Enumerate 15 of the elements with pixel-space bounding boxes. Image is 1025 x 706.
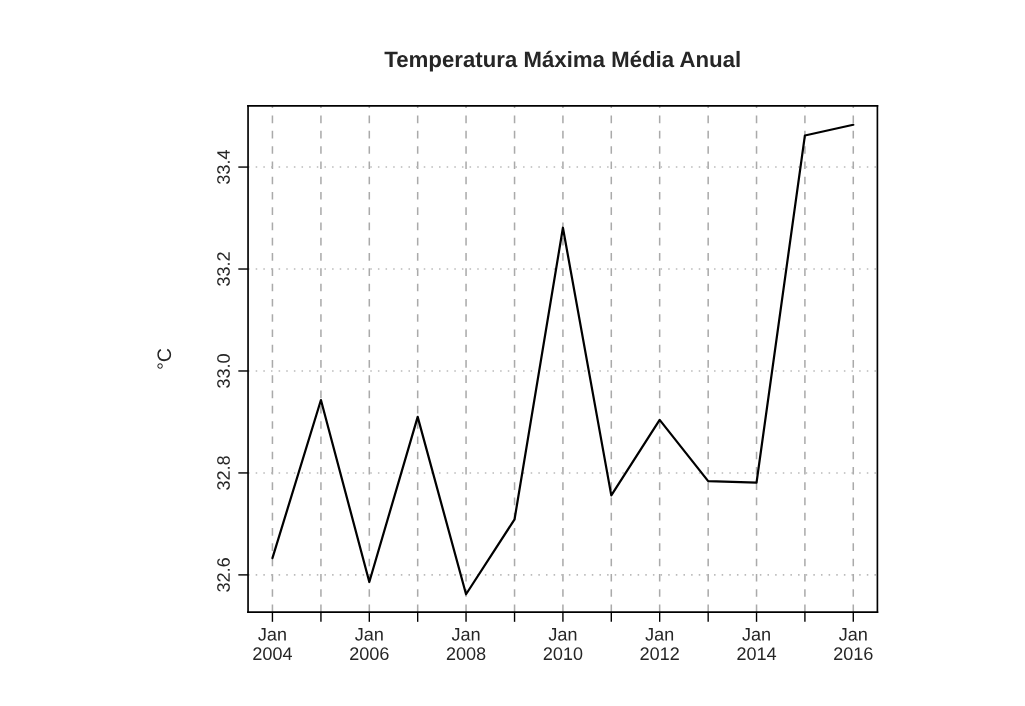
y-tick-label: 32.6 xyxy=(217,558,230,592)
x-tick-label: Jan 2008 xyxy=(446,628,486,661)
x-tick-label: Jan 2016 xyxy=(834,628,873,661)
y-tick-label: 33.4 xyxy=(217,150,230,184)
y-axis-title: °C xyxy=(157,348,172,369)
chart-title: Temperatura Máxima Média Anual xyxy=(384,50,740,72)
x-tick-label: Jan 2004 xyxy=(253,628,292,661)
x-tick-label: Jan 2012 xyxy=(640,628,679,661)
line-series xyxy=(271,123,855,596)
y-tick-label: 33.0 xyxy=(217,354,230,388)
x-tick-label: Jan 2010 xyxy=(543,628,583,661)
x-tick-label: Jan 2006 xyxy=(350,628,389,661)
x-tick-label: Jan 2014 xyxy=(737,628,777,661)
y-tick-label: 32.8 xyxy=(217,456,230,490)
y-tick-label: 33.2 xyxy=(217,252,230,286)
